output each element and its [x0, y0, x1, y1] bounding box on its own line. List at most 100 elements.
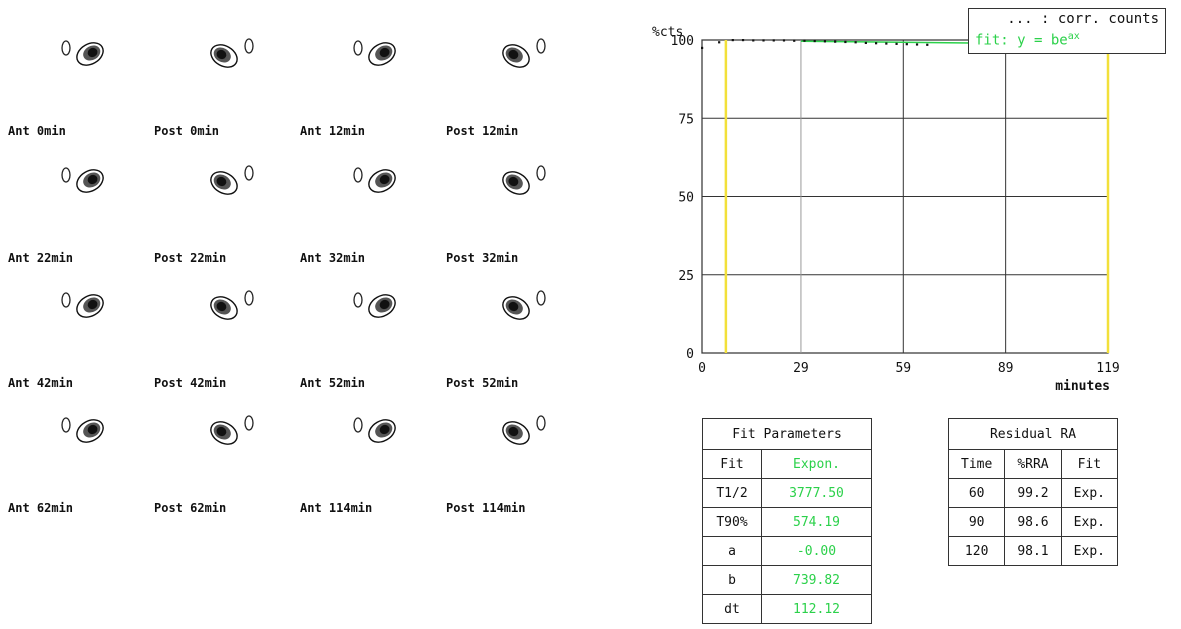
count-data-point	[854, 41, 857, 44]
residual-cell: 98.1	[1004, 536, 1062, 566]
count-data-point	[823, 40, 827, 43]
count-data-point	[864, 41, 867, 45]
x-tick-label: 89	[998, 361, 1014, 376]
scan-thumbnail: Post 42min	[154, 290, 294, 390]
fit-parameter-key: dt	[702, 594, 762, 624]
residual-cell: Exp.	[1060, 478, 1119, 508]
y-tick-label: 50	[678, 191, 694, 206]
organ-scan-image	[210, 165, 254, 195]
residual-cell: Exp.	[1060, 507, 1119, 537]
x-axis-label: minutes	[1055, 379, 1110, 394]
count-data-point	[782, 39, 786, 42]
scan-thumbnail: Post 0min	[154, 38, 294, 138]
residual-column-header: %RRA	[1004, 449, 1062, 479]
fit-parameter-key: a	[702, 536, 762, 566]
organ-scan-image	[502, 165, 546, 195]
y-tick-label: 75	[678, 112, 694, 127]
scan-thumbnail: Ant 42min	[8, 290, 148, 390]
scan-thumbnail: Post 114min	[446, 415, 586, 515]
residual-row: 90 98.6 Exp.	[947, 507, 1119, 537]
organ-scan-image	[353, 40, 396, 66]
fit-parameter-row: T90% 574.19	[702, 507, 872, 537]
residual-cell: 120	[947, 536, 1006, 566]
activity-chart: %cts minutes 0 25 50 75 100 0 29 59 89 119	[652, 25, 1120, 394]
scan-thumbnail-grid: Ant 0min Post 0min Ant 12min Post 12min Ant …	[8, 38, 586, 515]
x-tick-label: 29	[793, 361, 809, 376]
fit-parameter-key: T90%	[702, 507, 762, 537]
count-data-point	[813, 39, 816, 43]
scan-thumbnail: Ant 52min	[300, 290, 440, 390]
scan-thumbnail-label: Post 114min	[446, 501, 526, 515]
organ-scan-image	[210, 290, 254, 320]
fit-parameter-value: 112.12	[761, 594, 872, 624]
legend-fit-text: fit: y = be	[975, 32, 1068, 49]
count-data-point	[885, 42, 888, 45]
y-tick-label: 100	[671, 34, 694, 49]
residual-ra-title: Residual RA	[948, 418, 1118, 450]
scan-thumbnail: Ant 114min	[300, 415, 440, 515]
count-data-point	[834, 40, 837, 43]
legend-fit-exponent: ax	[1067, 31, 1080, 42]
fit-parameter-value: Expon.	[761, 449, 872, 479]
fit-parameter-row: Fit Expon.	[702, 449, 872, 479]
scan-thumbnail: Post 12min	[446, 38, 586, 138]
scan-thumbnail-label: Post 12min	[446, 124, 519, 138]
y-tick-label: 25	[678, 269, 694, 284]
scan-thumbnail: Ant 12min	[300, 38, 440, 138]
scan-thumbnail-label: Post 0min	[154, 124, 220, 138]
organ-scan-image	[353, 417, 396, 443]
scan-thumbnail-label: Ant 52min	[300, 376, 366, 390]
count-data-point	[844, 40, 847, 44]
fit-parameters-title: Fit Parameters	[702, 418, 872, 450]
organ-scan-image	[61, 40, 104, 66]
residual-cell: 99.2	[1004, 478, 1062, 508]
organ-scan-image	[502, 415, 546, 445]
x-tick-label: 119	[1096, 361, 1119, 376]
count-data-point	[731, 39, 734, 42]
residual-column-header: Time	[947, 449, 1006, 479]
scan-thumbnail-label: Ant 62min	[8, 501, 74, 515]
scan-thumbnail-label: Post 62min	[154, 501, 227, 515]
y-tick-label: 0	[686, 347, 694, 362]
x-tick-label: 0	[698, 361, 706, 376]
legend-counts-entry: ... : corr. counts	[1007, 11, 1159, 27]
count-data-point	[915, 43, 919, 46]
count-data-point	[752, 39, 755, 42]
residual-cell: 90	[947, 507, 1006, 537]
organ-scan-image	[210, 38, 254, 68]
residual-row: 60 99.2 Exp.	[947, 478, 1119, 508]
count-data-point	[926, 43, 929, 46]
count-data-point	[875, 42, 878, 45]
scan-thumbnail-label: Ant 12min	[300, 124, 366, 138]
fit-parameter-key: Fit	[702, 449, 762, 479]
chart-grid	[701, 39, 1109, 354]
count-data-point	[793, 39, 796, 42]
residual-cell: 60	[947, 478, 1006, 508]
scan-thumbnail-label: Post 52min	[446, 376, 519, 390]
fit-parameter-value: -0.00	[761, 536, 872, 566]
fit-parameter-value: 3777.50	[761, 478, 872, 508]
count-data-point	[895, 42, 898, 45]
residual-cell: Exp.	[1060, 536, 1119, 566]
fit-parameter-row: dt 112.12	[702, 594, 872, 624]
scan-thumbnail: Ant 22min	[8, 165, 148, 265]
residual-row: 120 98.1 Exp.	[947, 536, 1119, 566]
organ-scan-image	[61, 167, 104, 193]
scan-thumbnail: Post 22min	[154, 165, 294, 265]
fit-parameter-row: T1/2 3777.50	[702, 478, 872, 508]
organ-scan-image	[502, 38, 546, 68]
organ-scan-image	[210, 415, 254, 445]
scan-thumbnail-label: Ant 22min	[8, 251, 74, 265]
scan-thumbnail: Post 52min	[446, 290, 586, 390]
scan-thumbnail-label: Post 32min	[446, 251, 519, 265]
residual-ra-table: Residual RA Time %RRA Fit 60 99.2 Exp. 90 98.6…	[947, 418, 1119, 566]
fit-parameter-row: a -0.00	[702, 536, 872, 566]
scan-thumbnail-label: Ant 0min	[8, 124, 66, 138]
y-axis-label: %cts	[652, 25, 683, 40]
organ-scan-image	[353, 292, 396, 318]
count-data-point	[905, 43, 908, 46]
legend-fit-entry: fit: y = beax	[975, 28, 1159, 50]
residual-cell: 98.6	[1004, 507, 1062, 537]
count-data-point	[803, 39, 806, 42]
scan-thumbnail: Ant 62min	[8, 415, 148, 515]
